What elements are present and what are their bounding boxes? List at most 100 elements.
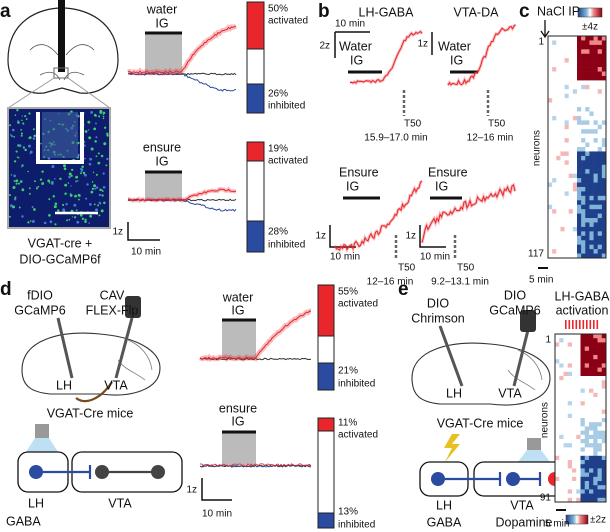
heat-cell — [589, 49, 594, 55]
heat-cell — [576, 447, 581, 452]
heat-cell — [556, 58, 561, 63]
heat-cell — [568, 44, 574, 50]
heat-cell — [597, 392, 603, 398]
cell — [106, 132, 109, 136]
heat-cell — [577, 75, 582, 81]
heat-cell — [548, 164, 553, 170]
heat-cell — [576, 485, 581, 490]
heat-cell — [580, 334, 586, 339]
heat-cell — [572, 430, 577, 436]
cell — [22, 146, 25, 149]
heat-cell — [593, 392, 598, 398]
heat-cell — [572, 178, 578, 183]
heat-cell — [563, 350, 569, 356]
heat-cell — [580, 342, 586, 347]
heat-cell — [556, 160, 561, 166]
heat-cell — [559, 338, 564, 343]
heat-cell — [580, 371, 586, 377]
heat-cell — [552, 58, 557, 63]
heat-cell — [552, 67, 557, 72]
heat-cell — [597, 49, 603, 55]
heat-cell — [552, 178, 557, 183]
heat-cell — [560, 133, 565, 139]
heat-cell — [589, 98, 594, 103]
label: 50% — [268, 4, 288, 15]
heat-cell — [593, 235, 599, 241]
heat-cell — [584, 401, 590, 406]
heat-cell — [572, 376, 577, 381]
heat-cell — [601, 380, 607, 385]
heat-cell — [548, 253, 553, 259]
heat-cell — [581, 182, 586, 188]
heat-cell — [584, 434, 590, 440]
heat-cell — [556, 75, 561, 81]
heat-cell — [589, 460, 594, 465]
cell — [98, 193, 102, 197]
cell — [21, 188, 25, 192]
heat-cell — [568, 240, 574, 245]
heat-cell — [589, 342, 594, 347]
heat-cell — [555, 392, 560, 398]
heat-cell — [577, 240, 582, 245]
heat-cell — [581, 178, 586, 183]
heat-cell — [556, 186, 561, 192]
cell — [9, 124, 12, 127]
cell — [31, 220, 35, 223]
cell — [99, 188, 102, 192]
heat-cell — [572, 195, 578, 201]
heat-cell — [581, 151, 586, 157]
heat-cell — [593, 44, 599, 50]
label: 1 — [538, 37, 544, 48]
cell — [53, 205, 57, 209]
heat-cell — [563, 413, 569, 419]
label: IG — [231, 414, 244, 428]
heat-cell — [552, 244, 557, 250]
trace — [447, 24, 516, 86]
cell — [27, 170, 29, 173]
heat-cell — [577, 155, 582, 161]
heat-cell — [568, 195, 574, 201]
heat-cell — [552, 249, 557, 254]
heat-cell — [560, 209, 565, 214]
heat-cell — [593, 155, 599, 161]
heat-cell — [589, 93, 594, 99]
heat-cell — [568, 75, 574, 81]
heat-cell — [601, 226, 607, 232]
frac-bar — [317, 417, 335, 529]
heat-cell — [548, 178, 553, 183]
heat-cell — [572, 397, 577, 402]
heat-cell — [585, 84, 590, 90]
heat-cell — [572, 338, 577, 343]
heat-cell — [555, 451, 560, 457]
heat-cell — [560, 160, 565, 166]
heat-cell — [589, 359, 594, 364]
heat-cell — [593, 338, 598, 343]
heat-cell — [560, 98, 565, 103]
heat-cell — [584, 409, 590, 415]
heat-cell — [589, 439, 594, 444]
heat-cell — [585, 129, 590, 134]
heat-cell — [593, 36, 599, 41]
heat-cell — [593, 464, 598, 469]
heat-cell — [576, 413, 581, 419]
label: 10 min — [335, 19, 365, 30]
heat-cell — [564, 244, 570, 250]
heat-cell — [581, 218, 586, 223]
heat-cell — [597, 476, 603, 482]
heat-cell — [584, 439, 590, 444]
heat-cell — [601, 367, 607, 373]
heat-cell — [597, 138, 603, 143]
heat-cell — [548, 209, 553, 214]
heat-cell — [552, 111, 557, 117]
cell — [84, 130, 88, 133]
heat-cell — [584, 497, 590, 503]
heat-cell — [564, 142, 570, 148]
cell — [11, 128, 15, 132]
heat-cell — [585, 107, 590, 112]
heat-cell — [552, 80, 557, 86]
heat-cell — [601, 102, 607, 108]
heat-cell — [556, 231, 561, 237]
cell — [94, 140, 97, 143]
heat-cell — [572, 443, 577, 448]
neuron — [431, 472, 445, 486]
